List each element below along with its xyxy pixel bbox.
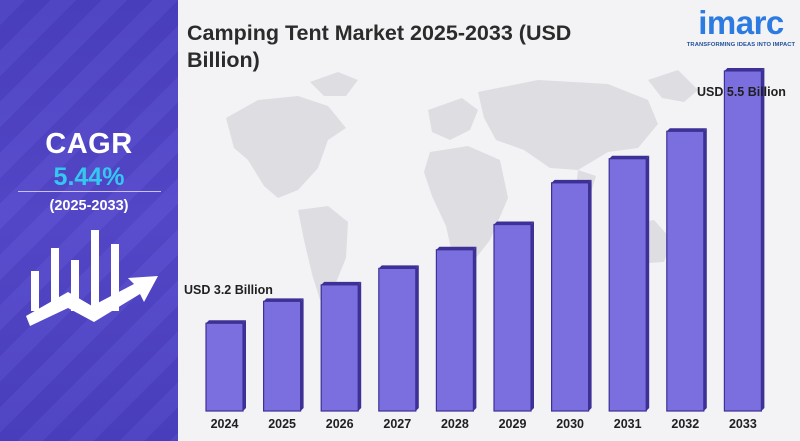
growth-chart-arrow-icon (26, 230, 158, 326)
bar-2031 (608, 158, 647, 412)
first-bar-annotation: USD 3.2 Billion (184, 283, 273, 297)
bar-side-2026 (358, 281, 362, 411)
x-axis-labels: 2024 2025 2026 2027 2028 2029 2030 2031 2032 2033 (211, 417, 757, 431)
bar-top-2032 (666, 128, 707, 132)
x-tick-label-2030: 2030 (556, 417, 584, 431)
bar-top-2028 (436, 246, 477, 250)
bar-2024 (205, 322, 244, 412)
bar-side-2033 (761, 67, 765, 411)
bar-top-2029 (494, 221, 534, 225)
x-tick-label-2026: 2026 (326, 417, 354, 431)
bar-2032 (666, 130, 705, 412)
cagr-period: (2025-2033) (49, 198, 129, 214)
x-tick-label-2024: 2024 (211, 417, 239, 431)
bar-2029 (493, 223, 532, 412)
bar-series (205, 67, 765, 412)
x-tick-label-2033: 2033 (729, 417, 757, 431)
x-tick-label-2032: 2032 (671, 417, 699, 431)
bar-chart: 2024 2025 2026 2027 2028 2029 2030 2031 2032 2033 (205, 67, 765, 431)
logo-tagline: TRANSFORMING IDEAS INTO IMPACT (686, 42, 796, 48)
bar-2026 (320, 284, 359, 412)
world-map-background (226, 70, 698, 300)
bar-side-2029 (531, 221, 534, 411)
bar-side-2028 (473, 246, 477, 411)
bar-side-2024 (243, 320, 246, 411)
panel-background-pattern (0, 0, 178, 441)
last-bar-annotation: USD 5.5 Billion (697, 85, 786, 99)
bar-2025 (262, 300, 302, 412)
cagr-divider (18, 191, 161, 192)
bar-2030 (551, 182, 590, 412)
imarc-logo: imarc TRANSFORMING IDEAS INTO IMPACT (686, 4, 796, 52)
cagr-panel: CAGR 5.44% (2025-2033) (0, 0, 178, 441)
x-tick-label-2027: 2027 (383, 417, 411, 431)
chart-title: Camping Tent Market 2025-2033 (USD Billi… (187, 21, 572, 72)
bar-top-2024 (206, 320, 246, 324)
bar-2028 (435, 249, 474, 412)
bar-top-2026 (321, 281, 362, 285)
bar-top-2031 (609, 155, 650, 159)
x-tick-label-2025: 2025 (268, 417, 296, 431)
bar-side-2025 (300, 298, 304, 411)
bar-side-2031 (646, 155, 650, 411)
logo-wordmark: imarc (698, 4, 784, 41)
bar-side-2032 (703, 128, 707, 411)
cagr-label: CAGR (45, 128, 133, 160)
bar-side-2027 (415, 265, 419, 411)
x-tick-label-2028: 2028 (441, 417, 469, 431)
bar-top-2025 (263, 298, 304, 302)
bar-2033 (723, 70, 763, 412)
cagr-value: 5.44% (53, 163, 125, 191)
bar-top-2033 (724, 67, 765, 71)
bar-2027 (378, 267, 417, 412)
bar-top-2030 (551, 179, 592, 183)
bar-top-2027 (378, 265, 419, 269)
bar-side-2030 (588, 179, 592, 411)
x-tick-label-2029: 2029 (499, 417, 527, 431)
x-tick-label-2031: 2031 (614, 417, 642, 431)
